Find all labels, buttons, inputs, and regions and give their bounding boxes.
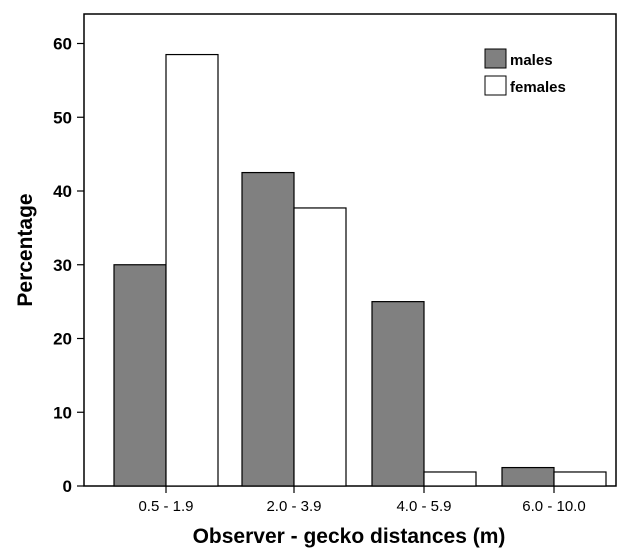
legend-label-males: males bbox=[510, 52, 553, 69]
y-axis: 0 10 20 30 40 50 60 bbox=[53, 35, 84, 496]
x-axis-title: Observer - gecko distances (m) bbox=[193, 525, 506, 548]
bar-males-2 bbox=[371, 301, 425, 487]
y-tick-label-1: 10 bbox=[53, 403, 72, 422]
bar-males-3 bbox=[501, 466, 555, 487]
x-tick-label-3: 6.0 - 10.0 bbox=[522, 498, 585, 515]
bar-females-1 bbox=[293, 207, 347, 487]
y-tick-label-6: 60 bbox=[53, 35, 72, 54]
bar-females-2 bbox=[423, 471, 477, 487]
legend-swatch-females bbox=[484, 75, 507, 96]
bar-males-1 bbox=[241, 171, 295, 487]
x-tick-label-2: 4.0 - 5.9 bbox=[396, 498, 451, 515]
y-axis-title: Percentage bbox=[14, 193, 37, 306]
x-tick-label-0: 0.5 - 1.9 bbox=[138, 498, 193, 515]
x-axis: 0.5 - 1.9 2.0 - 3.9 4.0 - 5.9 6.0 - 10.0 bbox=[138, 486, 586, 515]
legend-label-females: females bbox=[510, 79, 566, 96]
y-tick-label-0: 0 bbox=[63, 477, 72, 496]
y-tick-label-5: 50 bbox=[53, 108, 72, 127]
y-tick-label-3: 30 bbox=[53, 256, 72, 275]
legend: males females bbox=[484, 48, 566, 96]
x-tick-label-1: 2.0 - 3.9 bbox=[266, 498, 321, 515]
plot-frame bbox=[83, 13, 617, 487]
bars-group bbox=[113, 53, 607, 487]
y-tick-label-4: 40 bbox=[53, 182, 72, 201]
bar-females-3 bbox=[553, 471, 607, 487]
y-tick-label-2: 20 bbox=[53, 330, 72, 349]
legend-swatch-males bbox=[484, 48, 507, 69]
bar-females-0 bbox=[165, 53, 219, 487]
bar-males-0 bbox=[113, 264, 167, 487]
